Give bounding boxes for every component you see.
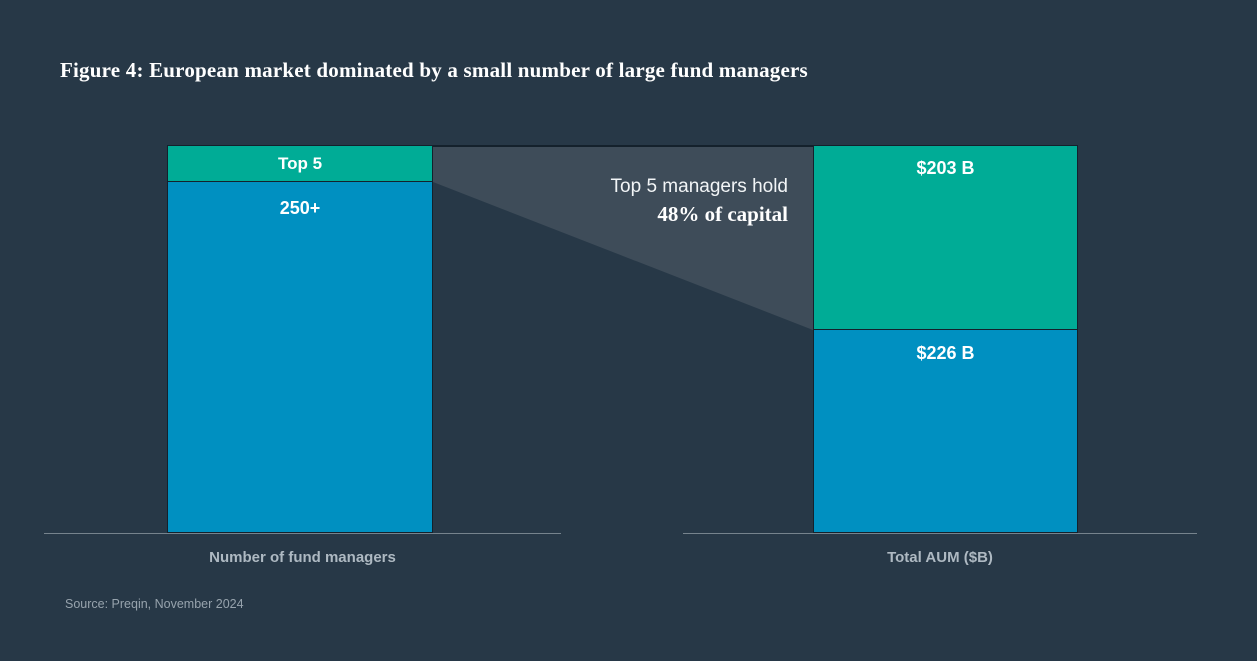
segment-label-250plus: 250+	[279, 198, 321, 218]
segment-other-managers: 250+	[167, 182, 433, 533]
segment-top5-aum: $203 B	[813, 145, 1078, 330]
bar-total-aum: $203 B $226 B	[813, 145, 1078, 533]
segment-label-203b: $203 B	[916, 158, 975, 178]
annotation-line-2: 48% of capital	[657, 202, 788, 226]
segment-other-aum: $226 B	[813, 330, 1078, 533]
connector-band	[433, 145, 813, 330]
segment-top5-managers: Top 5	[167, 145, 433, 182]
connector-annotation: Top 5 managers hold 48% of capital	[470, 173, 788, 228]
figure-title: Figure 4: European market dominated by a…	[60, 58, 808, 82]
bar-number-of-fund-managers: Top 5 250+	[167, 145, 433, 533]
segment-label-top5: Top 5	[277, 154, 323, 173]
axis-line-left	[44, 533, 561, 534]
axis-line-right	[683, 533, 1197, 534]
axis-label-number-of-fund-managers: Number of fund managers	[209, 549, 396, 566]
annotation-line-1: Top 5 managers hold	[610, 176, 788, 197]
segment-label-226b: $226 B	[916, 343, 975, 363]
axis-label-total-aum: Total AUM ($B)	[887, 549, 993, 566]
source-note: Source: Preqin, November 2024	[65, 597, 244, 611]
